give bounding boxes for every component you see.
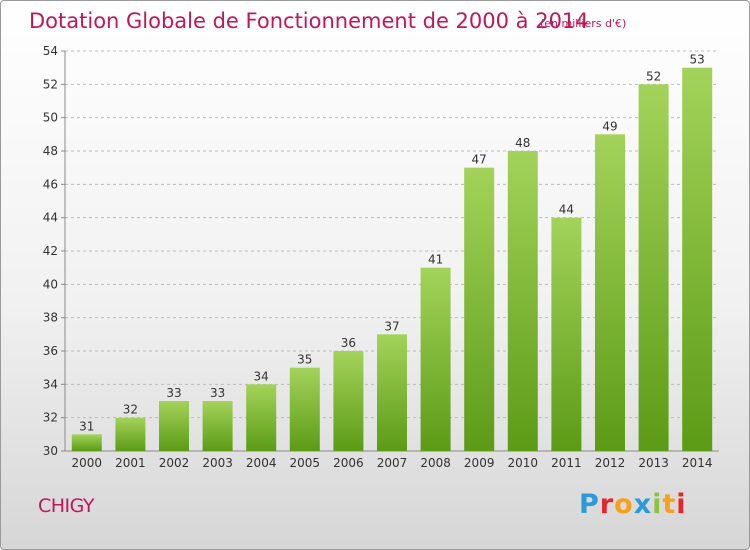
bar-value-label: 33 <box>210 386 225 400</box>
y-tick-label: 50 <box>43 111 58 125</box>
x-tick-label: 2012 <box>595 456 626 470</box>
bar <box>333 351 364 451</box>
x-tick-label: 2003 <box>202 456 233 470</box>
bar-value-label: 32 <box>123 403 138 417</box>
bar <box>202 401 233 451</box>
y-tick-label: 40 <box>43 277 58 291</box>
bar-value-label: 31 <box>79 419 94 433</box>
x-tick-label: 2010 <box>508 456 539 470</box>
y-tick-label: 52 <box>43 77 58 91</box>
bar <box>377 334 407 451</box>
bar <box>246 384 277 451</box>
x-tick-label: 2008 <box>420 456 451 470</box>
bar <box>115 417 146 451</box>
bar-value-label: 44 <box>559 203 574 217</box>
y-tick-label: 46 <box>43 177 58 191</box>
y-tick-label: 42 <box>43 244 58 258</box>
y-tick-label: 36 <box>43 344 58 358</box>
y-tick-label: 38 <box>43 311 58 325</box>
bar <box>507 151 538 451</box>
y-tick-label: 34 <box>43 377 58 391</box>
y-tick-label: 48 <box>43 144 58 158</box>
bar-value-label: 41 <box>428 253 443 267</box>
logo-letter: r <box>599 489 615 520</box>
bar <box>289 367 320 451</box>
logo-letter: x <box>633 489 653 520</box>
bar <box>464 167 495 451</box>
bar-value-label: 52 <box>646 69 661 83</box>
x-tick-label: 2013 <box>638 456 669 470</box>
x-tick-label: 2011 <box>551 456 582 470</box>
logo-letter: t <box>662 489 677 520</box>
bar-value-label: 49 <box>602 119 617 133</box>
chart-title: Dotation Globale de Fonctionnement de 20… <box>29 9 589 33</box>
bar-value-label: 53 <box>690 53 705 67</box>
x-tick-label: 2001 <box>115 456 146 470</box>
logo-letter: i <box>676 489 687 520</box>
bar <box>551 217 582 451</box>
x-tick-label: 2004 <box>246 456 277 470</box>
unit-label: (en milliers d'€) <box>540 17 627 30</box>
proxiti-logo: Proxiti <box>579 489 687 520</box>
x-tick-label: 2000 <box>72 456 103 470</box>
logo-letter: o <box>614 489 634 520</box>
y-tick-label: 44 <box>43 211 58 225</box>
x-tick-label: 2014 <box>682 456 713 470</box>
x-tick-label: 2009 <box>464 456 495 470</box>
logo-letter: P <box>579 489 600 520</box>
bar <box>595 134 625 452</box>
logo-letter: i <box>652 489 663 520</box>
x-tick-label: 2002 <box>159 456 190 470</box>
y-tick-label: 32 <box>43 411 58 425</box>
bar <box>682 67 713 452</box>
y-tick-label: 54 <box>43 44 58 58</box>
bar <box>71 434 102 451</box>
bar-value-label: 34 <box>254 369 269 383</box>
bar-value-label: 33 <box>166 386 181 400</box>
bar <box>420 267 451 451</box>
bar-value-label: 37 <box>384 319 399 333</box>
x-tick-label: 2006 <box>333 456 364 470</box>
bar-value-label: 36 <box>341 336 356 350</box>
bar <box>638 84 669 451</box>
bar <box>159 401 189 451</box>
bar-value-label: 35 <box>297 353 312 367</box>
commune-name: CHIGY <box>38 495 95 517</box>
y-tick-label: 30 <box>43 444 58 458</box>
x-tick-label: 2005 <box>290 456 321 470</box>
bar-value-label: 47 <box>472 153 487 167</box>
x-tick-label: 2007 <box>377 456 408 470</box>
bar-value-label: 48 <box>515 136 530 150</box>
